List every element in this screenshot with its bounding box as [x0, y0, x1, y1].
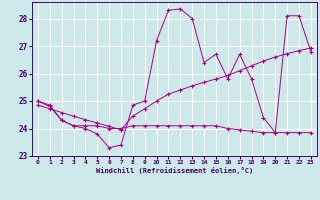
X-axis label: Windchill (Refroidissement éolien,°C): Windchill (Refroidissement éolien,°C) [96, 167, 253, 174]
